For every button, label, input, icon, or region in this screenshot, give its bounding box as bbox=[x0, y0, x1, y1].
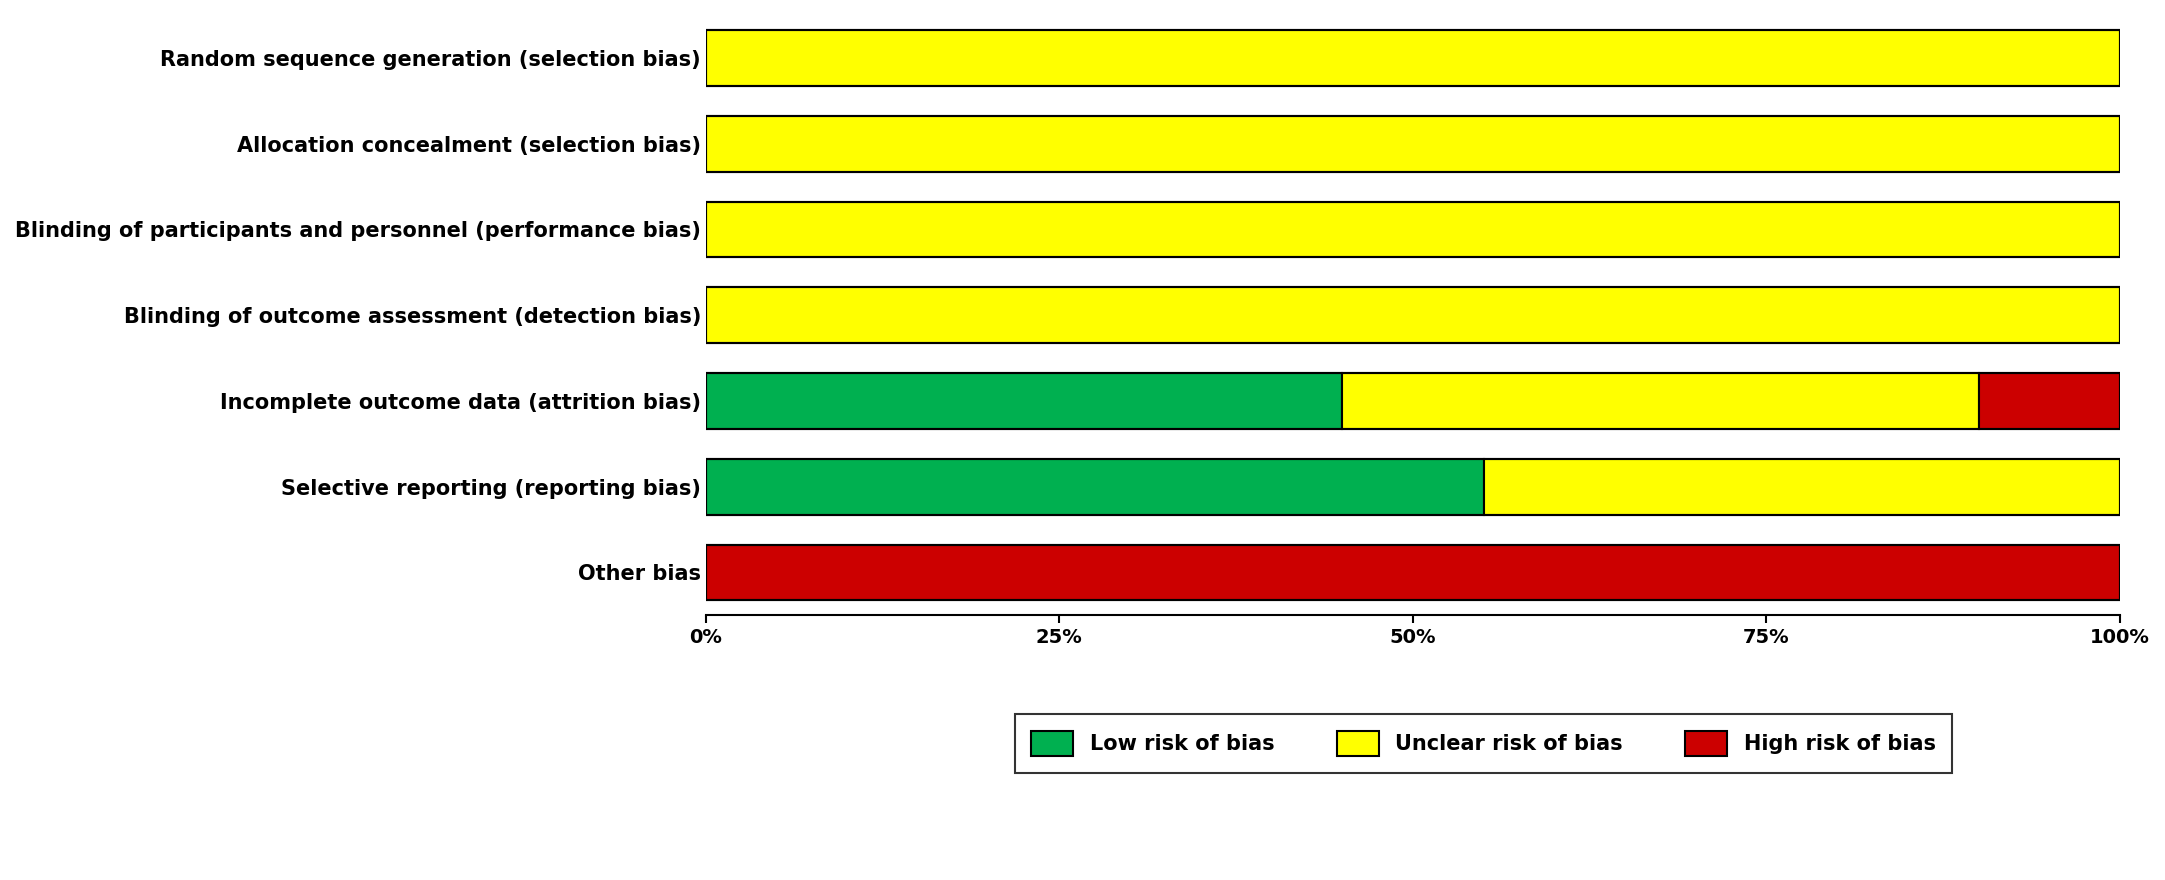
Bar bbox=[706, 116, 2120, 172]
Bar bbox=[706, 458, 2120, 515]
Bar bbox=[706, 287, 2120, 343]
Bar bbox=[706, 287, 2120, 343]
Bar bbox=[706, 116, 2120, 172]
Legend: Low risk of bias, Unclear risk of bias, High risk of bias: Low risk of bias, Unclear risk of bias, … bbox=[1015, 715, 1953, 773]
Bar bbox=[706, 202, 2120, 257]
Bar bbox=[706, 373, 2120, 429]
Bar bbox=[706, 545, 2120, 600]
Bar bbox=[1342, 373, 1979, 429]
Bar bbox=[1979, 373, 2120, 429]
Bar bbox=[706, 30, 2120, 85]
Bar bbox=[1483, 458, 2120, 515]
Bar bbox=[706, 202, 2120, 257]
Bar bbox=[706, 30, 2120, 85]
Bar bbox=[706, 545, 2120, 600]
Bar bbox=[706, 458, 1483, 515]
Bar bbox=[706, 373, 1342, 429]
